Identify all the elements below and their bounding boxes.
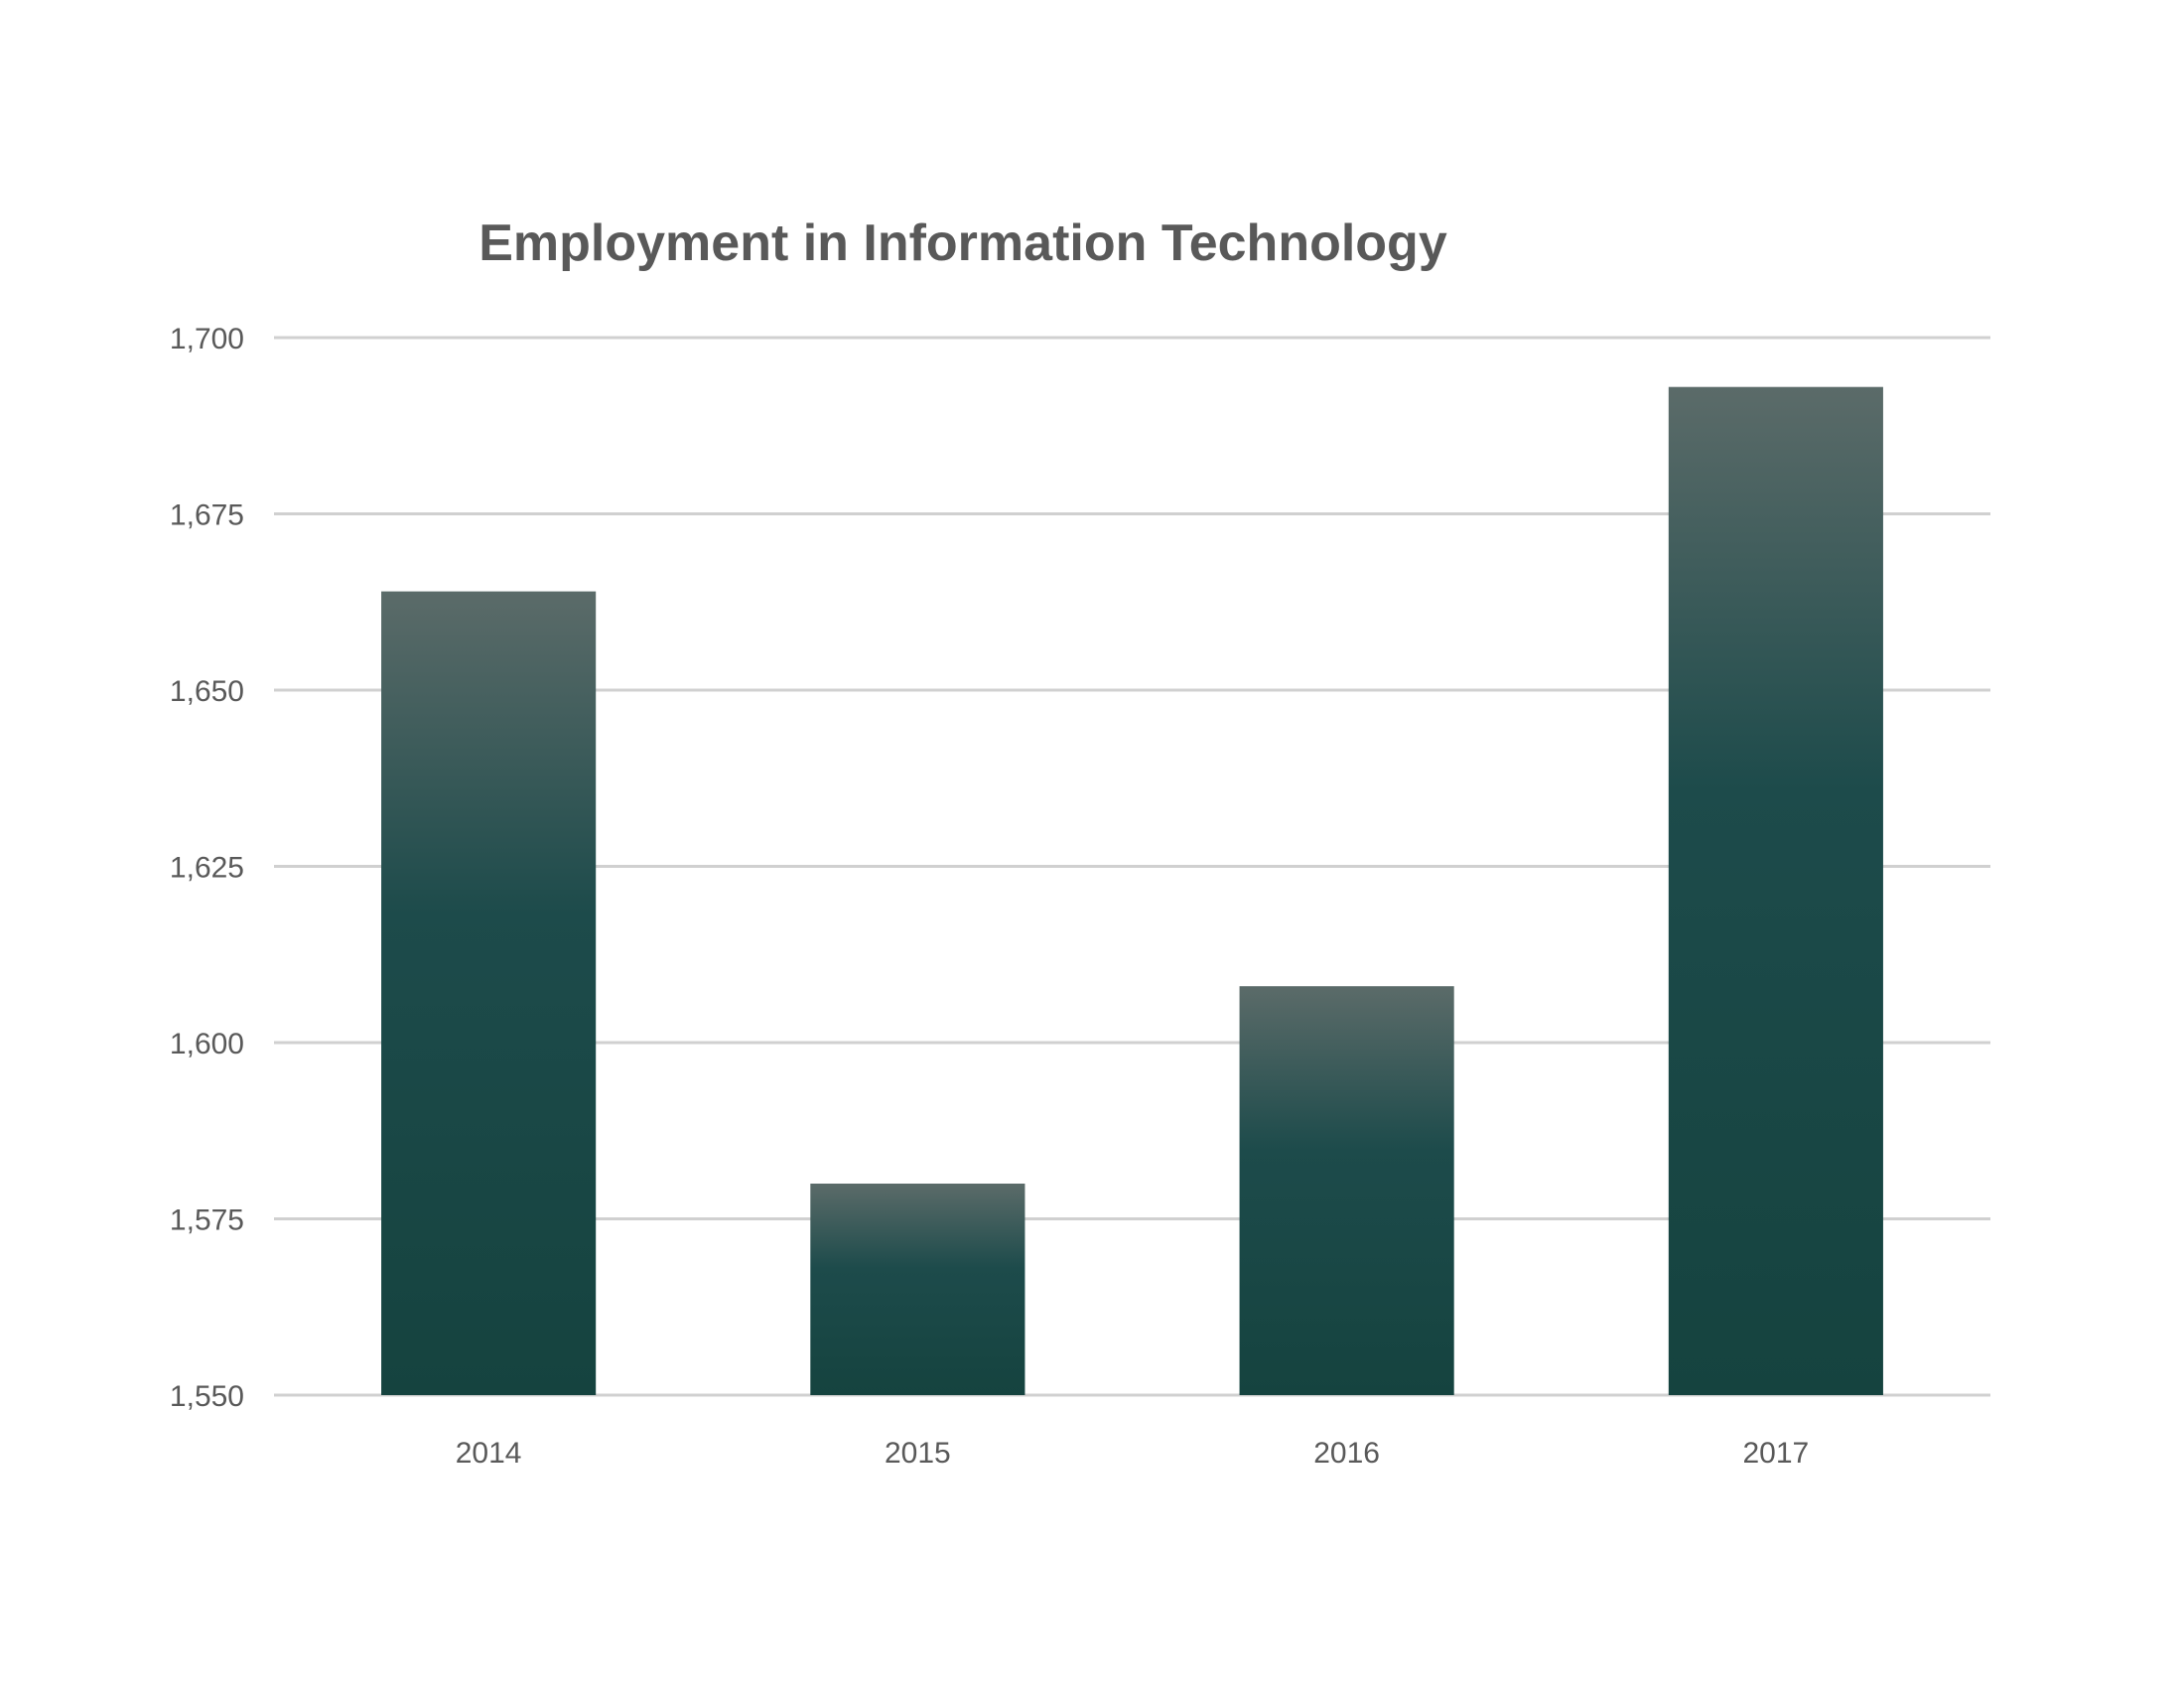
chart-title: Employment in Information Technology <box>478 214 1447 272</box>
x-axis-tick-labels: 2014 2015 2016 2017 <box>456 1437 1810 1470</box>
x-tick-label: 2014 <box>456 1437 522 1470</box>
y-tick-label: 1,550 <box>170 1380 244 1413</box>
bars <box>381 386 1883 1395</box>
y-tick-label: 1,600 <box>170 1028 244 1060</box>
bar-2016 <box>1239 986 1454 1395</box>
x-tick-label: 2015 <box>885 1437 951 1470</box>
x-tick-label: 2016 <box>1313 1437 1380 1470</box>
bar-2015 <box>810 1184 1025 1395</box>
y-tick-label: 1,700 <box>170 323 244 355</box>
bar-2014 <box>381 591 597 1395</box>
x-tick-label: 2017 <box>1743 1437 1810 1470</box>
y-tick-label: 1,650 <box>170 675 244 708</box>
bar-2017 <box>1668 386 1883 1395</box>
y-axis-tick-labels: 1,550 1,575 1,600 1,625 1,650 1,675 1,700 <box>170 323 244 1413</box>
y-tick-label: 1,675 <box>170 499 244 532</box>
y-tick-label: 1,625 <box>170 852 244 885</box>
y-tick-label: 1,575 <box>170 1204 244 1237</box>
